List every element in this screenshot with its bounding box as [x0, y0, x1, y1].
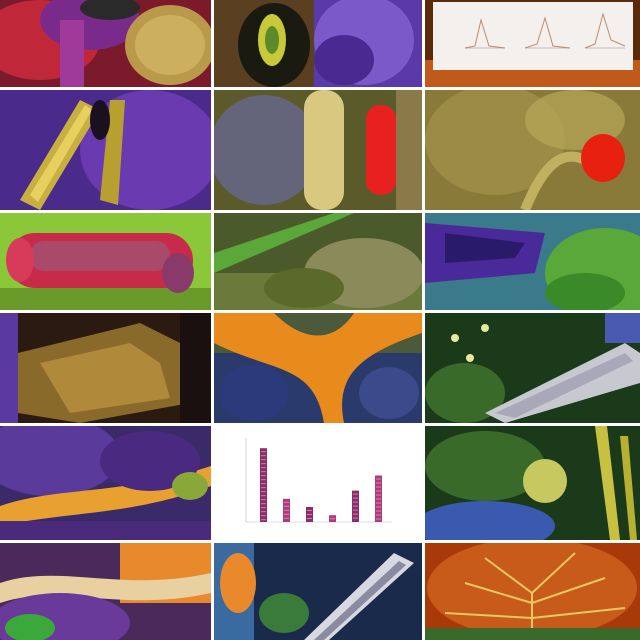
- bar-stripe: [353, 517, 358, 519]
- tile-r1c3-line-chart-cell: [425, 0, 640, 87]
- tile-r2c3-red-dot-cell: [425, 90, 640, 210]
- bar-stripe: [376, 502, 381, 504]
- bar-chart: [214, 426, 422, 540]
- bar-stripe: [261, 519, 266, 521]
- bar-stripe: [261, 471, 266, 473]
- tile-r3c3-purple-blob-cell: [425, 213, 640, 310]
- bar-stripe: [261, 515, 266, 517]
- tile-r6c2-lattice-cell: [214, 543, 422, 640]
- bar-chart-cell: [214, 426, 422, 540]
- bar-stripe: [376, 518, 381, 520]
- bar-stripe: [376, 514, 381, 516]
- bar-stripe: [376, 478, 381, 480]
- bar-stripe: [284, 501, 289, 503]
- bar-stripe: [261, 499, 266, 501]
- bar-stripe: [353, 497, 358, 499]
- bar-stripe: [261, 467, 266, 469]
- bar-stripe: [330, 518, 335, 520]
- bar-stripe: [376, 486, 381, 488]
- tile-r4c1-gold-membrane-cell: [0, 313, 211, 423]
- bar-stripe: [353, 513, 358, 515]
- tile-r6c3-golden-tree-cell: [425, 543, 640, 640]
- tile-r2c2-red-capsule-cell: [214, 90, 422, 210]
- bar-stripe: [284, 517, 289, 519]
- bar-stripe: [261, 455, 266, 457]
- bar-stripe: [353, 509, 358, 511]
- tile-r3c2-green-ridge-cell: [214, 213, 422, 310]
- bar-stripe: [353, 493, 358, 495]
- chart-background: [214, 426, 422, 540]
- tile-r3c1-bacterium-cell: [0, 213, 211, 310]
- bar-stripe: [376, 482, 381, 484]
- bar-stripe: [261, 487, 266, 489]
- bar-stripe: [261, 511, 266, 513]
- bar-stripe: [376, 506, 381, 508]
- bar-stripe: [261, 463, 266, 465]
- bar-stripe: [261, 459, 266, 461]
- bar-stripe: [376, 494, 381, 496]
- tile-r4c2-orange-branch-cell: [214, 313, 422, 423]
- bar-stripe: [307, 514, 312, 515]
- bar-stripe: [261, 503, 266, 505]
- bar-stripe: [261, 507, 266, 509]
- bar-stripe: [261, 479, 266, 481]
- bar-stripe: [261, 495, 266, 497]
- tile-r5c1-cell-wall-cell: [0, 426, 211, 540]
- tile-r1c2-seed-cell: [214, 0, 422, 87]
- tile-r6c1-orange-flow-cell: [0, 543, 211, 640]
- bar-stripe: [376, 498, 381, 500]
- tile-r2c1-tube-cell: [0, 90, 211, 210]
- bar-stripe: [261, 491, 266, 493]
- bar-stripe: [284, 509, 289, 511]
- bar-stripe: [284, 513, 289, 515]
- bar-stripe: [376, 490, 381, 492]
- tile-r5c3-sea-urchin-cell: [425, 426, 640, 540]
- tile-r4c3-stamen-cell: [425, 313, 640, 423]
- bar-1: [260, 448, 267, 522]
- tile-r1c1-red-purple-cell: [0, 0, 211, 87]
- bar-stripe: [261, 451, 266, 453]
- bar-stripe: [307, 510, 312, 511]
- bar-stripe: [261, 483, 266, 485]
- bar-stripe: [261, 475, 266, 477]
- bar-stripe: [307, 518, 312, 519]
- bar-stripe: [376, 510, 381, 512]
- bar-stripe: [284, 505, 289, 507]
- bar-stripe: [353, 505, 358, 507]
- bar-stripe: [353, 501, 358, 503]
